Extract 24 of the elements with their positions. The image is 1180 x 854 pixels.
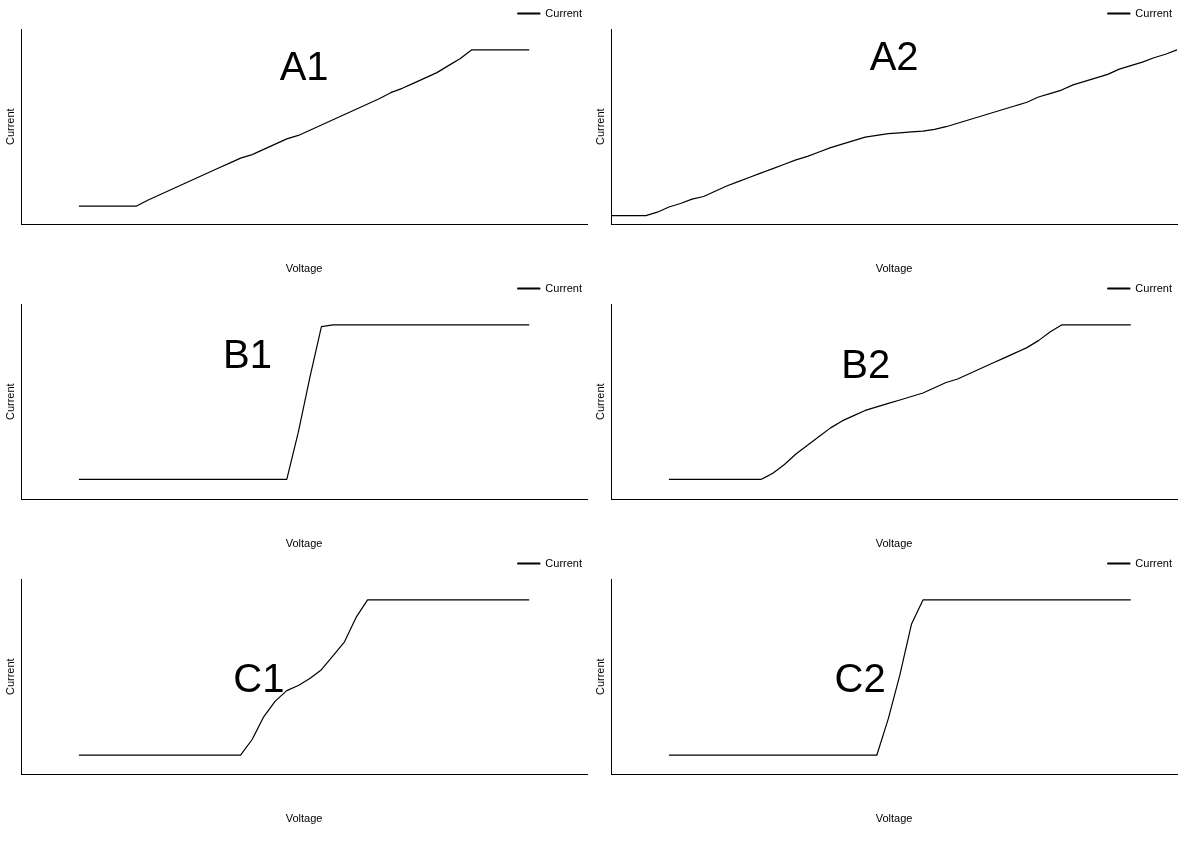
chart-title: A2 xyxy=(869,33,919,78)
chart-title: B1 xyxy=(223,332,272,377)
legend-label: Current xyxy=(545,281,583,294)
chart-title: A1 xyxy=(279,43,329,88)
y-axis-title: Current xyxy=(3,108,16,146)
legend-label: Current xyxy=(545,556,583,569)
legend-label: Current xyxy=(545,6,583,19)
legend-label: Current xyxy=(1135,6,1173,19)
x-axis-title: Voltage xyxy=(285,262,323,275)
x-axis-title: Voltage xyxy=(875,812,913,825)
x-axis-title: Voltage xyxy=(285,537,323,550)
y-axis-title: Current xyxy=(593,108,606,146)
chart-title: B2 xyxy=(841,342,891,387)
legend-label: Current xyxy=(1135,556,1173,569)
y-axis-title: Current xyxy=(593,383,606,421)
y-axis-title: Current xyxy=(3,383,16,421)
x-axis-title: Voltage xyxy=(875,262,913,275)
legend-label: Current xyxy=(1135,281,1173,294)
x-axis-title: Voltage xyxy=(875,537,913,550)
y-axis-title: Current xyxy=(3,658,16,696)
text: C1 xyxy=(233,656,285,701)
text: C2 xyxy=(834,656,886,701)
y-axis-title: Current xyxy=(593,658,606,696)
x-axis-title: Voltage xyxy=(285,812,323,825)
